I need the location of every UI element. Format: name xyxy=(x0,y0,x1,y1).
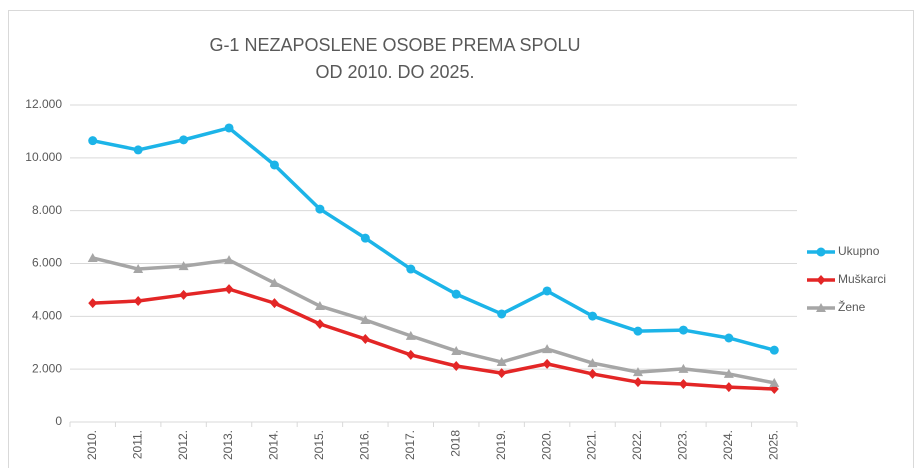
data-point xyxy=(633,326,643,336)
legend-marker xyxy=(816,247,826,257)
legend-label: Ukupno xyxy=(838,244,880,258)
legend-marker xyxy=(816,275,826,285)
y-tick-label: 6.000 xyxy=(32,256,62,270)
data-point xyxy=(269,278,280,288)
data-point xyxy=(133,145,143,155)
data-point xyxy=(406,264,416,274)
data-point xyxy=(588,311,598,321)
chart-title: G-1 NEZAPOSLENE OSOBE PREMA SPOLU xyxy=(209,35,580,55)
data-point xyxy=(723,368,734,378)
y-tick-label: 10.000 xyxy=(25,150,62,164)
series-line xyxy=(92,126,775,352)
data-point xyxy=(360,315,371,325)
data-point xyxy=(451,289,461,299)
x-tick-label: 2024. xyxy=(721,430,735,460)
legend-label: Muškarci xyxy=(838,272,886,286)
data-point xyxy=(88,136,98,146)
x-tick-label: 2019. xyxy=(494,430,508,460)
y-tick-label: 12.000 xyxy=(25,97,62,111)
x-tick-label: 2020. xyxy=(539,430,553,460)
legend-label: Žene xyxy=(838,299,866,314)
x-tick-label: 2021. xyxy=(585,430,599,460)
legend-marker xyxy=(816,303,826,312)
data-point xyxy=(133,296,143,307)
data-point xyxy=(314,301,325,311)
data-point xyxy=(587,358,598,368)
data-point xyxy=(405,330,416,340)
x-tick-label: 2013. xyxy=(221,430,235,460)
data-point xyxy=(678,325,688,335)
data-point xyxy=(724,382,734,393)
data-point xyxy=(633,377,643,388)
data-point xyxy=(88,298,98,309)
data-point xyxy=(451,360,461,371)
data-point xyxy=(178,261,189,271)
x-tick-label: 2016. xyxy=(358,430,372,460)
series-line xyxy=(92,256,775,385)
data-point xyxy=(769,377,780,387)
y-tick-label: 2.000 xyxy=(32,361,62,375)
x-tick-label: 2022. xyxy=(630,430,644,460)
x-tick-label: 2025. xyxy=(766,430,780,460)
data-point xyxy=(315,204,325,214)
data-point xyxy=(360,334,370,345)
x-tick-label: 2015. xyxy=(312,430,326,460)
data-point xyxy=(179,135,189,145)
data-point xyxy=(497,309,507,319)
data-point xyxy=(542,344,553,354)
series-line xyxy=(92,287,775,391)
data-point xyxy=(406,349,416,360)
data-point xyxy=(360,233,370,243)
data-point xyxy=(588,368,598,379)
data-point xyxy=(269,298,279,309)
data-point xyxy=(133,264,144,274)
data-point xyxy=(87,252,98,262)
data-point xyxy=(315,318,325,329)
data-point xyxy=(678,363,689,373)
y-tick-label: 4.000 xyxy=(32,309,62,323)
x-tick-label: 2018 xyxy=(448,430,462,457)
chart-title: OD 2010. DO 2025. xyxy=(315,62,474,82)
data-point xyxy=(497,368,507,379)
data-point xyxy=(678,378,688,389)
data-point xyxy=(542,286,552,296)
data-point xyxy=(451,345,462,355)
data-point xyxy=(179,289,189,300)
y-tick-label: 8.000 xyxy=(32,203,62,217)
data-point xyxy=(542,358,552,369)
x-tick-label: 2017. xyxy=(403,430,417,460)
data-point xyxy=(224,255,235,265)
x-tick-label: 2010. xyxy=(85,430,99,460)
x-tick-label: 2011. xyxy=(130,430,144,459)
data-point xyxy=(269,160,279,170)
data-point xyxy=(769,345,779,355)
data-point xyxy=(632,367,643,377)
data-point xyxy=(724,333,734,343)
y-tick-label: 0 xyxy=(55,414,62,428)
x-tick-label: 2012. xyxy=(176,430,190,460)
data-point xyxy=(224,284,234,295)
x-tick-label: 2014. xyxy=(267,430,281,460)
data-point xyxy=(224,123,234,133)
chart-frame xyxy=(8,10,914,468)
x-tick-label: 2023. xyxy=(676,430,690,460)
data-point xyxy=(496,357,507,367)
